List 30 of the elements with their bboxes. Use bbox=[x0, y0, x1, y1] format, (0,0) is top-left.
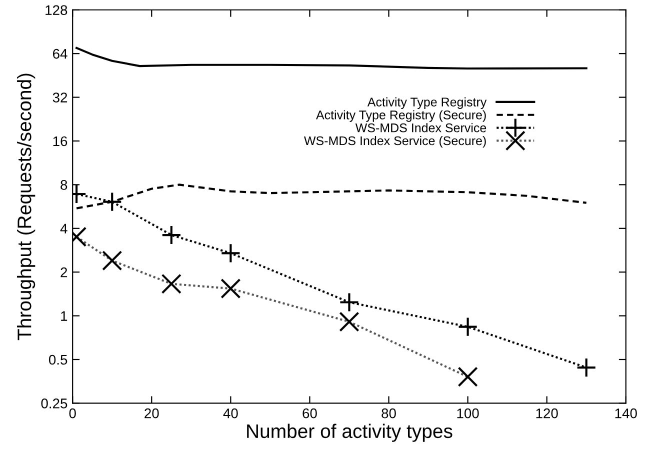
x-tick-label: 0 bbox=[69, 408, 76, 418]
y-tick-label: 32 bbox=[52, 92, 68, 102]
y-tick-label: 0.25 bbox=[41, 398, 68, 408]
legend-label: WS-MDS Index Service bbox=[355, 123, 486, 132]
x-tick-label: 20 bbox=[144, 408, 159, 418]
point bbox=[161, 224, 182, 246]
point bbox=[458, 316, 478, 337]
x-axis-title: Number of activity types bbox=[247, 424, 452, 442]
y-tick-label: 64 bbox=[52, 48, 68, 59]
x-tick-label: 140 bbox=[615, 408, 637, 418]
legend-label: WS-MDS Index Service (Secure) bbox=[304, 136, 486, 148]
y-tick-label: 128 bbox=[46, 5, 68, 16]
y-axis-title: Throughput (Requests/second) bbox=[17, 74, 36, 340]
x-tick-label: 100 bbox=[457, 408, 479, 418]
legend-label: Activity Type Registry (Secure) bbox=[316, 110, 486, 122]
point bbox=[220, 243, 241, 264]
y-tick-label: 8 bbox=[60, 180, 68, 190]
point bbox=[339, 292, 360, 312]
y-tick-label: 1 bbox=[61, 311, 68, 321]
y-tick-label: 0.5 bbox=[48, 354, 68, 365]
x-tick-label: 80 bbox=[382, 408, 396, 418]
x-tick-label: 40 bbox=[223, 408, 238, 418]
legend-label: Activity Type Registry bbox=[367, 97, 487, 109]
y-tick-label: 16 bbox=[53, 136, 68, 146]
x-tick-label: 120 bbox=[536, 408, 558, 418]
y-tick-label: 2 bbox=[60, 267, 68, 278]
point bbox=[576, 357, 596, 378]
line-series bbox=[76, 46, 588, 70]
y-tick-label: 4 bbox=[60, 224, 68, 234]
x-tick-label: 60 bbox=[302, 408, 317, 418]
